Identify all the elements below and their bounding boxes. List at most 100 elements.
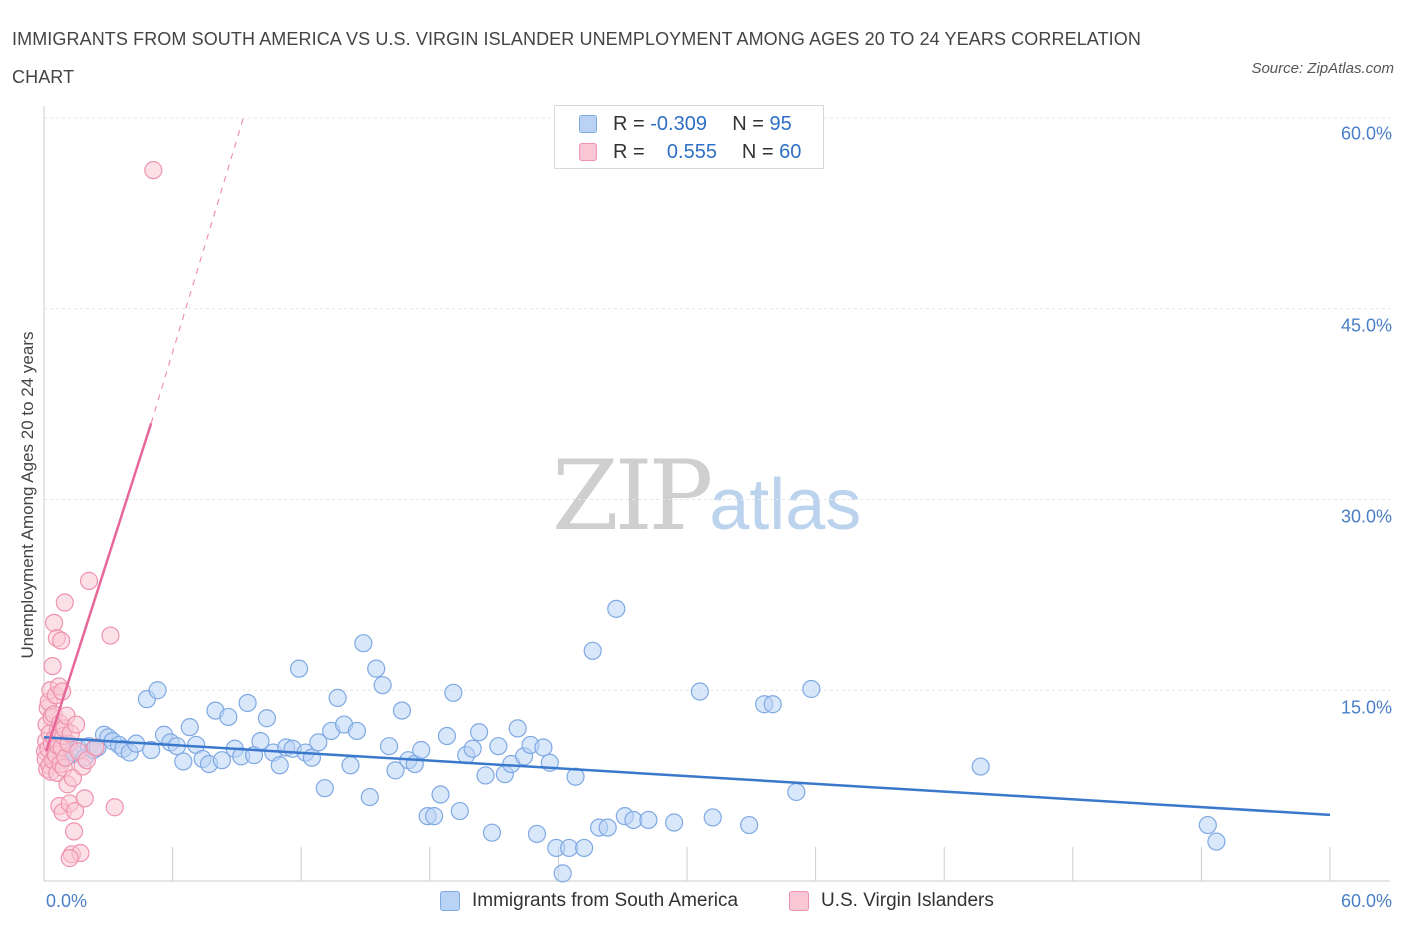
- data-point: [328, 688, 347, 707]
- data-point: [43, 656, 62, 676]
- series-legend-label: U.S. Virgin Islanders: [821, 890, 994, 911]
- axes: [43, 106, 1390, 882]
- data-point: [469, 723, 489, 742]
- legend-r-label: R =: [613, 140, 645, 163]
- series-legend-immigrants[interactable]: Immigrants from South America: [440, 890, 738, 912]
- data-point: [60, 849, 79, 868]
- data-point: [392, 701, 412, 720]
- legend-swatch-blue: [440, 891, 460, 911]
- data-point: [55, 593, 74, 612]
- data-point: [424, 807, 444, 826]
- data-point: [971, 757, 990, 776]
- data-point: [238, 693, 257, 713]
- series-legend-label: Immigrants from South America: [472, 890, 739, 911]
- watermark-zip: ZIP: [552, 440, 713, 552]
- trend-lines: [43, 117, 1331, 817]
- legend-row-virgin-islanders: R = 0.555 N = 60: [579, 140, 801, 164]
- data-point: [302, 748, 322, 767]
- data-point: [75, 789, 94, 808]
- legend-r-label: R =: [613, 112, 645, 135]
- data-point: [482, 823, 502, 842]
- data-point: [450, 801, 469, 821]
- data-point: [575, 838, 594, 858]
- data-point: [367, 659, 386, 678]
- data-point: [354, 634, 373, 653]
- legend-n-label: N =: [732, 112, 764, 135]
- y-axis-label: Unemployment Among Ages 20 to 24 years: [18, 331, 37, 659]
- data-point: [341, 756, 360, 775]
- data-point: [52, 631, 71, 650]
- series-legend-virgin-islanders[interactable]: U.S. Virgin Islanders: [789, 890, 994, 912]
- data-point: [412, 740, 431, 760]
- data-point: [360, 787, 379, 807]
- chart-title: IMMIGRANTS FROM SOUTH AMERICA VS U.S. VI…: [12, 29, 1141, 87]
- data-point: [86, 738, 105, 757]
- data-point: [67, 715, 86, 734]
- x-tick-label-max: 60.0%: [1340, 891, 1392, 911]
- trend-line-immigrants: [43, 736, 1331, 817]
- data-point: [598, 818, 617, 837]
- trend-line-virgin-islanders: [44, 422, 153, 752]
- data-point: [508, 719, 527, 738]
- data-point: [703, 808, 722, 827]
- data-point: [219, 707, 238, 727]
- legend-n-value: 60: [779, 140, 802, 163]
- stats-legend: R = -0.309 N = 95 R = 0.555 N = 60: [554, 105, 824, 169]
- y-tick-label: 45.0%: [1340, 315, 1392, 336]
- data-point: [212, 751, 231, 770]
- data-point: [437, 726, 457, 746]
- data-point: [79, 571, 99, 590]
- y-tick-label: 15.0%: [1340, 697, 1392, 718]
- data-point: [101, 626, 120, 645]
- data-point: [180, 718, 199, 737]
- x-tick-label-min: 0.0%: [46, 891, 88, 911]
- data-point: [463, 739, 482, 758]
- series-virgin-islanders-points: [35, 161, 163, 868]
- data-point: [44, 613, 64, 632]
- watermark-atlas: atlas: [709, 465, 862, 545]
- y-tick-label: 60.0%: [1340, 123, 1392, 144]
- data-point: [763, 695, 782, 714]
- data-point: [740, 815, 759, 835]
- data-point: [77, 751, 96, 770]
- data-point: [257, 709, 277, 728]
- data-point: [583, 641, 602, 660]
- data-point: [289, 659, 309, 678]
- data-point: [444, 683, 463, 702]
- watermark: ZIPatlas: [552, 440, 861, 552]
- data-point: [690, 682, 709, 701]
- data-point: [315, 779, 334, 798]
- data-point: [309, 733, 328, 752]
- legend-row-immigrants: R = -0.309 N = 95: [579, 112, 792, 136]
- data-point: [148, 681, 167, 700]
- grid-lines: [44, 117, 1390, 691]
- data-point: [105, 798, 124, 817]
- data-point: [65, 801, 85, 821]
- data-point: [476, 766, 495, 785]
- data-point: [386, 761, 405, 780]
- trend-line-virgin-islanders-extension: [150, 117, 244, 424]
- data-point: [379, 737, 399, 756]
- data-point: [527, 824, 547, 844]
- data-point: [1198, 815, 1217, 835]
- data-point: [802, 679, 821, 699]
- data-point: [489, 737, 508, 756]
- legend-r-value: -0.309: [650, 112, 707, 135]
- legend-swatch-pink: [789, 891, 809, 911]
- data-point: [553, 864, 572, 883]
- data-point: [174, 752, 193, 771]
- data-point: [373, 676, 392, 695]
- series-immigrants-points: [47, 599, 1226, 883]
- data-point: [270, 756, 289, 775]
- source-credit: Source: ZipAtlas.com: [1251, 60, 1394, 77]
- data-point: [787, 782, 806, 802]
- data-point: [639, 810, 658, 830]
- data-point: [665, 813, 684, 832]
- legend-swatch-pink: [579, 143, 597, 161]
- data-point: [142, 740, 161, 760]
- legend-n-value: 95: [769, 112, 792, 135]
- data-point: [431, 785, 450, 804]
- data-point: [64, 822, 84, 841]
- data-point: [607, 599, 626, 618]
